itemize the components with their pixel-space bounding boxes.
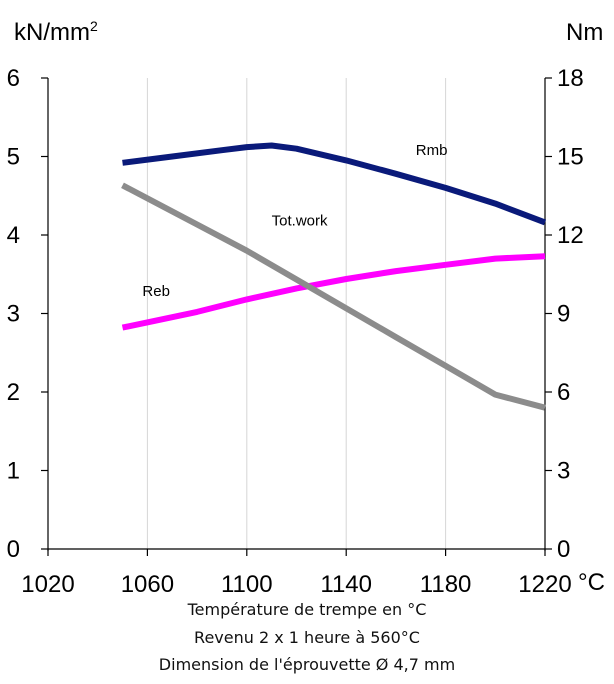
right-tick-label-6: 6 — [557, 379, 570, 406]
x-tick-label-1100: 1100 — [221, 571, 273, 598]
x-tick-label-1020: 1020 — [21, 571, 74, 598]
right-axis-unit: Nm — [566, 19, 603, 46]
x-tick-label-1180: 1180 — [420, 571, 472, 598]
right-tick-label-15: 15 — [557, 144, 584, 171]
series-line-rmb — [122, 142, 547, 226]
right-tick-label-12: 12 — [557, 222, 584, 249]
left-tick-label-5: 5 — [7, 144, 20, 171]
left-tick-label-3: 3 — [7, 301, 20, 328]
annotation-rmb: Rmb — [416, 142, 448, 159]
left-tick-label-4: 4 — [7, 222, 20, 249]
annotation-reb: Reb — [142, 283, 170, 300]
x-tick-label-1060: 1060 — [121, 571, 174, 598]
series-lines — [121, 142, 547, 411]
x-axis-unit: °C — [578, 569, 605, 596]
left-axis-unit: kN/mm2 — [14, 18, 98, 46]
vertical-gridlines — [146, 78, 447, 549]
caption-line-2: Revenu 2 x 1 heure à 560°C — [194, 628, 420, 647]
right-tick-label-18: 18 — [557, 65, 584, 92]
left-tick-label-6: 6 — [7, 65, 20, 92]
right-tick-label-9: 9 — [557, 301, 570, 328]
left-tick-label-2: 2 — [7, 379, 20, 406]
left-tick-label-1: 1 — [7, 458, 20, 485]
series-line-tot-work — [121, 182, 546, 411]
series-line-reb — [121, 253, 546, 331]
axes — [41, 77, 552, 556]
right-tick-label-0: 0 — [557, 536, 570, 563]
x-tick-label-1220: 1220 — [518, 571, 571, 598]
right-tick-label-3: 3 — [557, 458, 570, 485]
series-annotations: Rmb Tot.work Reb — [142, 142, 447, 300]
caption-line-3: Dimension de l'éprouvette Ø 4,7 mm — [158, 655, 456, 674]
x-tick-label-1140: 1140 — [320, 571, 372, 598]
left-tick-label-0: 0 — [7, 536, 20, 563]
annotation-tot-work: Tot.work — [272, 213, 328, 230]
caption-line-1: Température de trempe en °C — [187, 600, 427, 619]
